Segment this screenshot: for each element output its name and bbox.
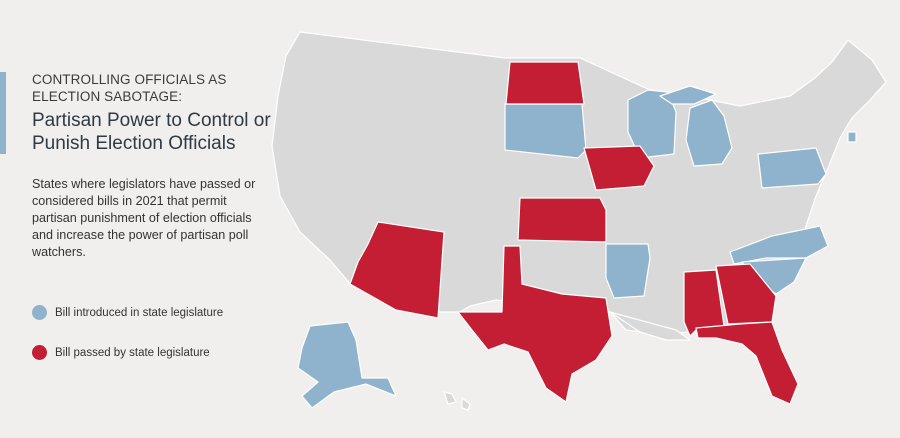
state-alaska — [297, 321, 397, 409]
legend-swatch-introduced — [32, 305, 47, 320]
state-arkansas — [605, 243, 651, 299]
eyebrow-title: CONTROLLING OFFICIALS AS ELECTION SABOTA… — [32, 72, 227, 104]
state-wisconsin — [627, 89, 677, 159]
legend-item-introduced: Bill introduced in state legislature — [32, 305, 223, 320]
state-iowa — [583, 145, 655, 191]
state-hawaii — [443, 391, 471, 411]
us-map — [271, 31, 887, 411]
state-texas — [457, 245, 613, 403]
state-rhode-island — [847, 131, 857, 143]
legend-item-passed: Bill passed by state legislature — [32, 345, 210, 360]
state-michigan — [685, 99, 733, 167]
accent-bar — [0, 72, 6, 154]
gulf-base — [609, 311, 691, 341]
state-georgia — [715, 263, 777, 325]
state-michigan-up — [659, 85, 717, 105]
state-south-dakota — [504, 103, 587, 159]
legend-swatch-passed — [32, 345, 47, 360]
state-florida — [695, 321, 799, 405]
state-arizona — [349, 221, 445, 319]
legend-label-introduced: Bill introduced in state legislature — [55, 306, 224, 319]
state-north-carolina — [729, 225, 829, 265]
legend-label-passed: Bill passed by state legislature — [55, 346, 210, 359]
state-pennsylvania — [757, 147, 827, 189]
page-title: Partisan Power to Control or Punish Elec… — [32, 110, 271, 154]
state-north-dakota — [505, 61, 585, 105]
map-description: States where legislators have passed or … — [32, 177, 256, 259]
state-kansas — [517, 197, 607, 243]
